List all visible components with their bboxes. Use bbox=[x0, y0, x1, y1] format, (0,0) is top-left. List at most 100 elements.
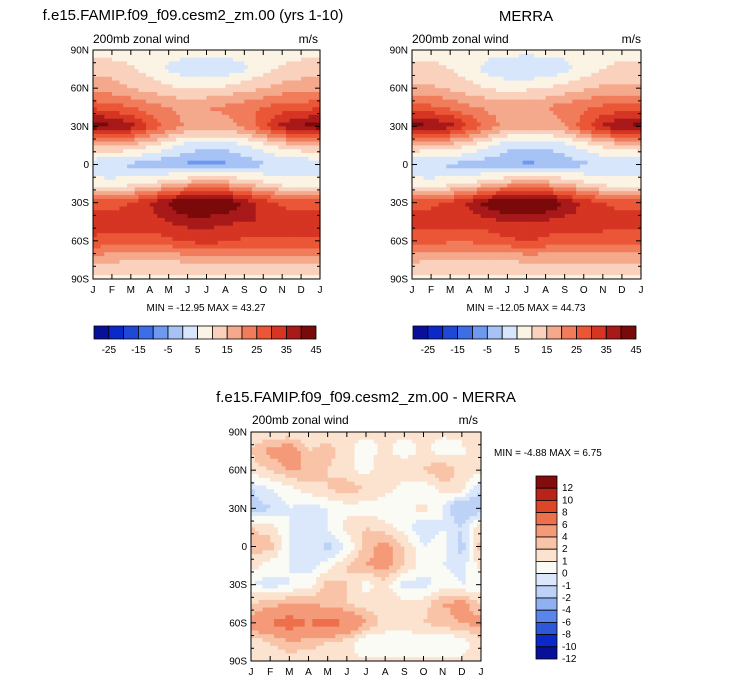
contour-cell bbox=[168, 133, 174, 139]
contour-cell bbox=[198, 57, 204, 63]
contour-cell bbox=[248, 80, 253, 85]
contour-cell bbox=[587, 65, 592, 70]
contour-cell bbox=[297, 225, 302, 230]
contour-cell bbox=[236, 179, 242, 185]
contour-cell bbox=[180, 164, 185, 169]
contour-cell bbox=[537, 84, 543, 89]
contour-cell bbox=[530, 80, 535, 85]
contour-cell bbox=[316, 259, 321, 265]
contour-cell bbox=[255, 72, 261, 78]
contour-cell bbox=[248, 50, 253, 55]
contour-cell bbox=[229, 214, 234, 219]
contour-cell bbox=[149, 84, 155, 89]
contour-cell bbox=[134, 217, 139, 223]
contour-cell bbox=[419, 91, 425, 97]
contour-cell bbox=[229, 259, 234, 265]
contour-cell bbox=[217, 118, 223, 124]
contour-cell bbox=[415, 84, 421, 89]
contour-cell bbox=[599, 69, 604, 74]
contour-cell bbox=[191, 153, 196, 158]
contour-cell bbox=[145, 275, 151, 280]
contour-cell bbox=[123, 263, 128, 269]
contour-cell bbox=[595, 69, 600, 74]
contour-cell bbox=[534, 118, 539, 124]
contour-cell bbox=[134, 187, 139, 192]
contour-cell bbox=[610, 69, 615, 74]
contour-cell bbox=[104, 214, 109, 219]
contour-cell bbox=[503, 88, 509, 93]
contour-cell bbox=[412, 130, 417, 135]
contour-cell bbox=[267, 168, 272, 173]
contour-cell bbox=[530, 88, 535, 93]
contour-cell bbox=[187, 88, 192, 93]
contour-cell bbox=[274, 198, 279, 204]
contour-cell bbox=[221, 275, 227, 280]
contour-cell bbox=[172, 153, 177, 158]
contour-cell bbox=[270, 141, 276, 147]
contour-cell bbox=[161, 267, 166, 272]
contour-cell bbox=[108, 53, 113, 59]
contour-cell bbox=[157, 156, 162, 162]
contour-cell bbox=[488, 118, 493, 124]
contour-cell bbox=[312, 175, 317, 181]
contour-cell bbox=[157, 240, 162, 246]
contour-cell bbox=[308, 206, 314, 211]
contour-cell bbox=[572, 99, 577, 105]
contour-cell bbox=[549, 99, 554, 105]
contour-cell bbox=[100, 141, 105, 147]
contour-cell bbox=[164, 179, 170, 185]
contour-cell bbox=[172, 118, 177, 124]
contour-cell bbox=[564, 65, 570, 70]
contour-cell bbox=[507, 76, 512, 82]
contour-cell bbox=[115, 122, 121, 127]
contour-cell bbox=[285, 202, 291, 208]
contour-cell bbox=[202, 141, 208, 147]
contour-cell bbox=[274, 50, 279, 55]
contour-cell bbox=[187, 244, 192, 250]
contour-cell bbox=[96, 76, 102, 82]
contour-cell bbox=[434, 114, 440, 120]
contour-cell bbox=[100, 111, 105, 116]
contour-cell bbox=[297, 61, 302, 66]
contour-cell bbox=[278, 57, 283, 63]
contour-cell bbox=[278, 50, 283, 55]
contour-cell bbox=[304, 240, 310, 246]
contour-cell bbox=[183, 221, 189, 227]
contour-cell bbox=[108, 160, 113, 166]
contour-cell bbox=[145, 99, 151, 105]
contour-cell bbox=[423, 126, 428, 131]
contour-cell bbox=[123, 248, 128, 253]
contour-cell bbox=[282, 133, 287, 139]
contour-cell bbox=[172, 217, 177, 223]
contour-cell bbox=[301, 50, 306, 55]
contour-cell bbox=[267, 84, 272, 89]
contour-cell bbox=[248, 160, 253, 166]
contour-cell bbox=[248, 168, 253, 173]
contour-cell bbox=[304, 126, 310, 131]
contour-cell bbox=[270, 183, 276, 188]
contour-cell bbox=[476, 91, 482, 97]
contour-cell bbox=[522, 50, 528, 55]
contour-cell bbox=[187, 217, 192, 223]
contour-cell bbox=[157, 198, 162, 204]
contour-cell bbox=[610, 107, 615, 112]
contour-cell bbox=[123, 202, 128, 208]
contour-cell bbox=[153, 145, 158, 150]
contour-cell bbox=[549, 61, 554, 66]
contour-cell bbox=[442, 130, 447, 135]
contour-cell bbox=[412, 57, 417, 63]
contour-cell bbox=[576, 111, 581, 116]
contour-cell bbox=[278, 263, 283, 269]
contour-cell bbox=[495, 114, 501, 120]
contour-cell bbox=[518, 50, 524, 55]
contour-cell bbox=[221, 187, 227, 192]
contour-cell bbox=[123, 168, 128, 173]
contour-cell bbox=[618, 114, 623, 120]
contour-cell bbox=[157, 160, 162, 166]
contour-cell bbox=[195, 179, 200, 185]
contour-cell bbox=[484, 88, 489, 93]
contour-cell bbox=[225, 99, 230, 105]
contour-cell bbox=[172, 172, 177, 177]
contour-cell bbox=[308, 95, 314, 101]
contour-cell bbox=[127, 191, 132, 196]
